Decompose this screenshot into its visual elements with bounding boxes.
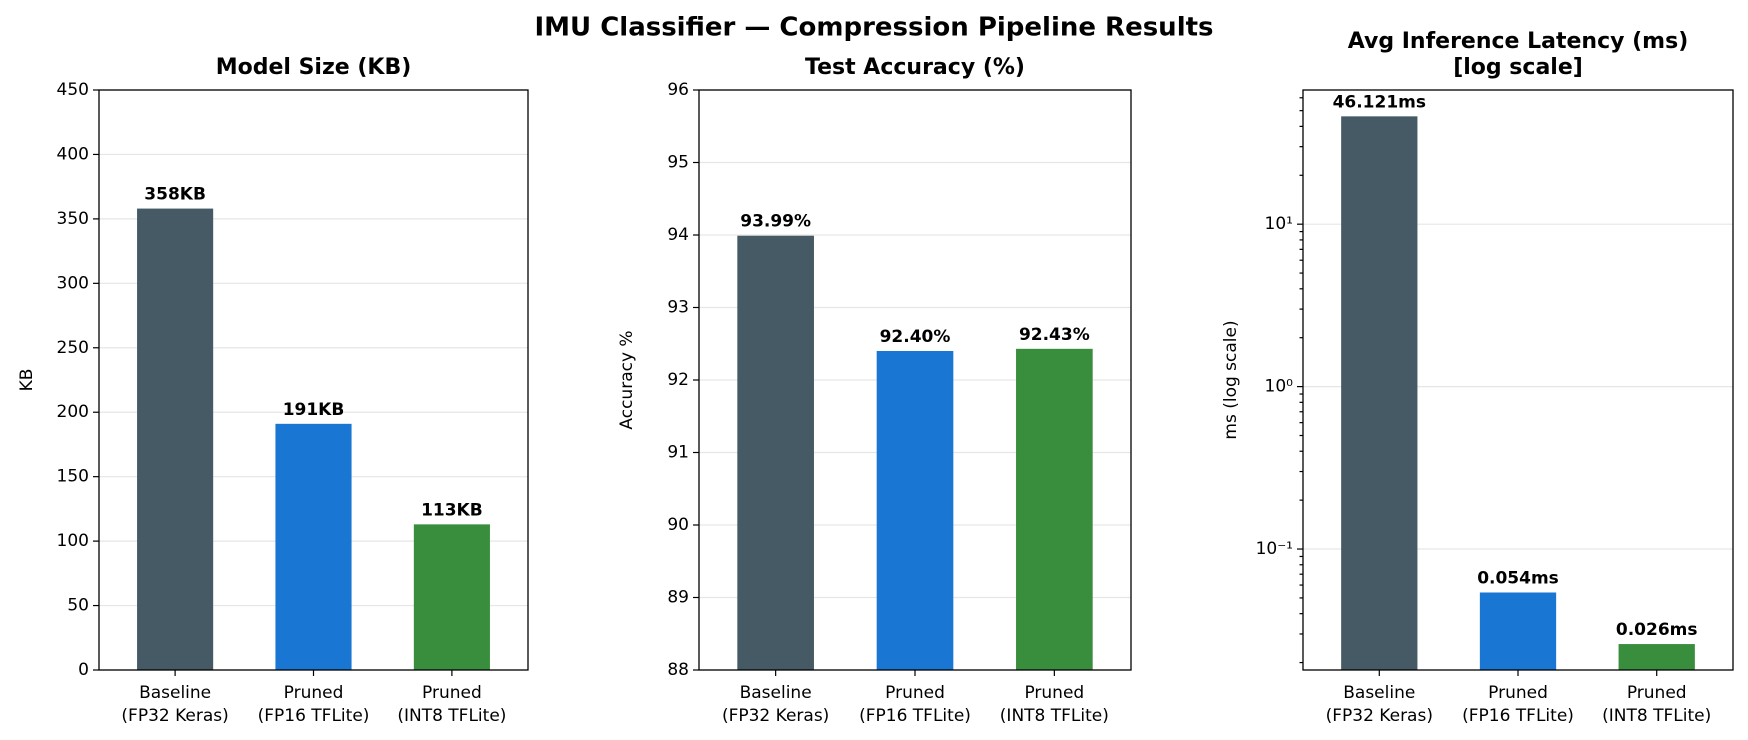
x-tick-label: Baseline (FP32 Keras) bbox=[1326, 683, 1433, 726]
y-tick-label: 200 bbox=[57, 402, 89, 422]
subplot: 10⁻¹ 10⁰ 10¹ 46.121ms Baseline (FP32 Keras) 0.… bbox=[1221, 29, 1734, 726]
y-tick-label: 250 bbox=[57, 338, 89, 358]
subplot: 0 50 100 150 200 250 300 350 400 450 358KB Baseline… bbox=[17, 55, 529, 726]
subplot-title: Avg Inference Latency (ms) [log scale] bbox=[1348, 29, 1689, 80]
y-tick-label: 10⁰ bbox=[1265, 377, 1294, 397]
y-tick-label: 96 bbox=[667, 80, 689, 100]
plot-frame bbox=[1302, 89, 1734, 671]
value-label: 92.43% bbox=[1019, 325, 1090, 345]
y-tick-label: 94 bbox=[667, 225, 689, 245]
value-label: 93.99% bbox=[740, 212, 811, 232]
subplot-title: Model Size (KB) bbox=[216, 55, 412, 80]
y-tick-label: 350 bbox=[57, 209, 89, 229]
y-tick-label: 90 bbox=[667, 515, 689, 535]
y-tick-label: 300 bbox=[57, 273, 89, 293]
y-tick-label: 93 bbox=[667, 298, 689, 318]
x-tick-label: Pruned (INT8 TFLite) bbox=[397, 683, 506, 726]
y-tick-label: 95 bbox=[667, 153, 689, 173]
value-label: 113KB bbox=[421, 500, 483, 520]
y-tick-label: 92 bbox=[667, 370, 689, 390]
y-tick-label: 150 bbox=[57, 467, 89, 487]
plot-frame bbox=[698, 89, 1132, 671]
subplot: 88 89 90 91 92 93 94 95 96 93.99% Baseline (FP32 Ke… bbox=[617, 55, 1132, 726]
x-tick-label: Pruned (INT8 TFLite) bbox=[1602, 683, 1711, 726]
x-tick-label: Pruned (INT8 TFLite) bbox=[1000, 683, 1109, 726]
x-tick-label: Pruned (FP16 TFLite) bbox=[1462, 683, 1574, 726]
value-label: 358KB bbox=[144, 185, 206, 205]
y-tick-label: 0 bbox=[78, 660, 89, 680]
y-tick-label: 50 bbox=[67, 596, 89, 616]
x-tick-label: Pruned (FP16 TFLite) bbox=[859, 683, 971, 726]
y-axis-label: Accuracy % bbox=[617, 330, 637, 429]
bar bbox=[1016, 348, 1093, 670]
bar bbox=[137, 208, 214, 671]
value-label: 191KB bbox=[283, 400, 345, 420]
value-label: 0.054ms bbox=[1477, 569, 1559, 589]
y-axis-label: ms (log scale) bbox=[1221, 320, 1241, 439]
value-label: 92.40% bbox=[880, 327, 951, 347]
value-label: 0.026ms bbox=[1616, 620, 1698, 640]
y-tick-label: 400 bbox=[57, 144, 89, 164]
y-tick-label: 100 bbox=[57, 531, 89, 551]
bar bbox=[876, 351, 954, 670]
x-tick-label: Baseline (FP32 Keras) bbox=[121, 683, 228, 726]
y-tick-label: 10¹ bbox=[1265, 214, 1293, 234]
bar bbox=[1341, 116, 1418, 670]
y-tick-label: 89 bbox=[667, 588, 689, 608]
bar bbox=[275, 423, 352, 670]
subplot-title: Test Accuracy (%) bbox=[805, 55, 1025, 80]
bar bbox=[413, 524, 490, 670]
y-tick-label: 91 bbox=[667, 443, 689, 463]
y-axis-label: KB bbox=[17, 369, 37, 392]
y-tick-label: 450 bbox=[57, 80, 89, 100]
x-tick-label: Pruned (FP16 TFLite) bbox=[258, 683, 370, 726]
figure-title: IMU Classifier — Compression Pipeline Re… bbox=[534, 13, 1213, 43]
bar bbox=[1479, 592, 1557, 670]
y-tick-label: 10⁻¹ bbox=[1256, 539, 1293, 559]
bar bbox=[1618, 644, 1695, 670]
bar bbox=[737, 235, 814, 670]
plot-frame bbox=[98, 89, 529, 671]
x-tick-label: Baseline (FP32 Keras) bbox=[722, 683, 829, 726]
y-tick-label: 88 bbox=[667, 660, 689, 680]
value-label: 46.121ms bbox=[1333, 92, 1426, 112]
